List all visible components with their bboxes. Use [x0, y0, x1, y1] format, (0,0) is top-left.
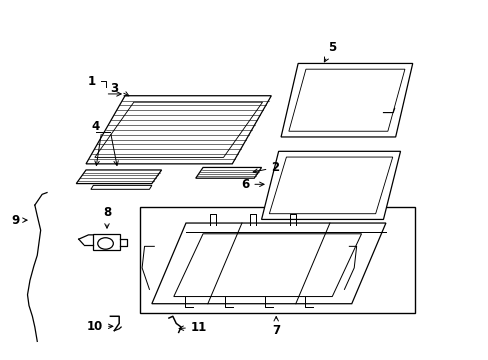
Text: 2: 2 — [253, 161, 279, 174]
Text: 5: 5 — [324, 41, 336, 62]
Bar — [93, 234, 120, 250]
Polygon shape — [86, 96, 271, 164]
Polygon shape — [261, 151, 400, 220]
Text: 8: 8 — [102, 206, 111, 228]
Text: 1: 1 — [87, 75, 96, 88]
Text: 4: 4 — [91, 120, 100, 133]
Text: 3: 3 — [110, 82, 129, 96]
Text: 11: 11 — [179, 320, 207, 333]
Text: 10: 10 — [87, 320, 113, 333]
Polygon shape — [173, 234, 361, 297]
Polygon shape — [76, 170, 161, 184]
Polygon shape — [152, 223, 385, 304]
Polygon shape — [91, 185, 152, 189]
Polygon shape — [195, 167, 261, 178]
Bar — [140, 207, 414, 313]
Text: 7: 7 — [272, 316, 280, 337]
Text: 6: 6 — [241, 178, 264, 191]
Polygon shape — [281, 63, 412, 137]
Text: 9: 9 — [11, 214, 27, 227]
Circle shape — [98, 238, 113, 249]
